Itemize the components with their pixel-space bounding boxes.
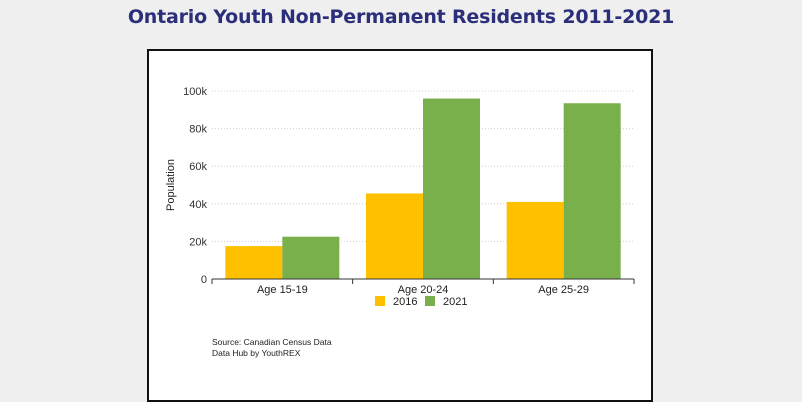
legend: 2016 2021: [375, 296, 467, 308]
bar-chart: 0 20k 40k 60k 80k 100k Age 15-19 Age 20-24 Age 2…: [165, 86, 635, 308]
bar-2016: [366, 193, 423, 279]
legend-label-2021: 2021: [443, 296, 467, 308]
source-line-2: Data Hub by YouthREX: [212, 348, 301, 358]
bar-2021: [563, 103, 621, 279]
legend-swatch-2016: [375, 296, 385, 306]
source-note: Source: Canadian Census Data Data Hub by…: [212, 337, 332, 359]
legend-label-2016: 2016: [393, 296, 417, 308]
y-tick-label: 60k: [189, 161, 207, 173]
chart-card: 0 20k 40k 60k 80k 100k Age 15-19 Age 20-24 Age 2…: [147, 49, 653, 402]
bar-2021: [282, 236, 340, 279]
legend-swatch-2021: [425, 296, 435, 306]
source-line-1: Source: Canadian Census Data: [212, 337, 332, 347]
y-axis-label: Population: [165, 159, 177, 211]
bar-2016: [506, 201, 564, 279]
bar-2021: [423, 98, 480, 279]
bar-2016: [225, 246, 283, 279]
y-tick-label: 0: [201, 274, 207, 286]
x-tick-label: Age 20-24: [398, 284, 449, 296]
bars: [225, 98, 621, 279]
y-tick-label: 80k: [189, 124, 207, 136]
axes: 0 20k 40k 60k 80k 100k Age 15-19 Age 20-24 Age 2…: [165, 86, 635, 296]
y-tick-label: 20k: [189, 236, 207, 248]
page-title: Ontario Youth Non-Permanent Residents 20…: [127, 6, 675, 28]
y-tick-label: 40k: [189, 199, 207, 211]
y-tick-label: 100k: [183, 86, 207, 98]
x-tick-label: Age 15-19: [257, 284, 308, 296]
x-tick-label: Age 25-29: [538, 284, 589, 296]
